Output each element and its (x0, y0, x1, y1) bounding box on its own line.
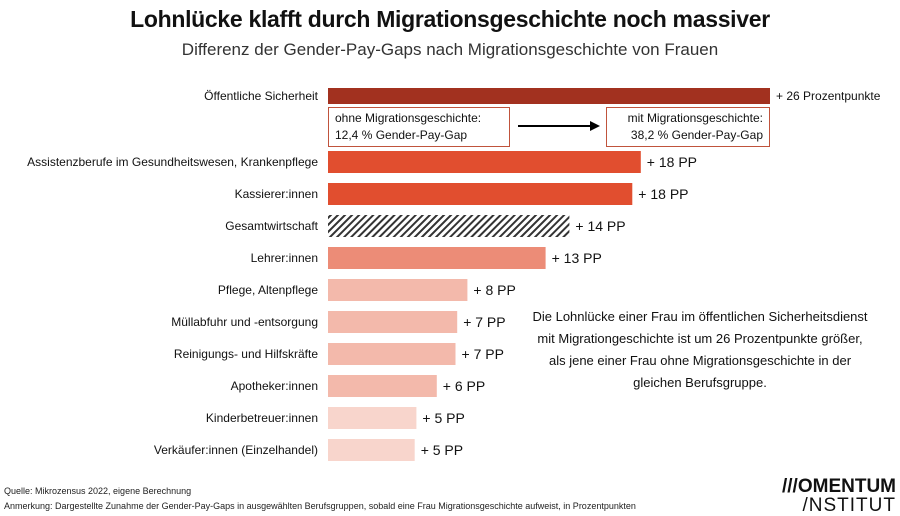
bar (328, 375, 437, 397)
annotation-text: 38,2 % Gender-Pay-Gap (630, 128, 763, 142)
category-label: Kinderbetreuer:innen (206, 411, 318, 425)
explanatory-note: Die Lohnlücke einer Frau im öffentlichen… (532, 309, 868, 390)
category-label: Assistenzberufe im Gesundheitswesen, Kra… (27, 155, 318, 169)
bar (328, 183, 633, 205)
category-label: Öffentliche Sicherheit (204, 89, 319, 103)
arrow-head (590, 121, 600, 131)
bar (328, 215, 570, 237)
bar (328, 279, 468, 301)
category-label: Müllabfuhr und -entsorgung (171, 315, 318, 329)
remark-text: Anmerkung: Dargestellte Zunahme der Gend… (4, 501, 636, 511)
annotation-text: ohne Migrationsgeschichte: (335, 111, 482, 125)
data-label: + 14 PP (575, 218, 625, 234)
data-label: + 5 PP (422, 410, 464, 426)
data-label: + 18 PP (647, 154, 697, 170)
bar (328, 439, 415, 461)
data-label: + 13 PP (552, 250, 602, 266)
bar (328, 151, 641, 173)
bar (328, 88, 770, 104)
chart-title: Lohnlücke klafft durch Migrationsgeschic… (130, 6, 770, 32)
annotation-text: mit Migrationsgeschichte: (627, 111, 763, 125)
data-label: + 18 PP (638, 186, 688, 202)
annotation-text: 12,4 % Gender-Pay-Gap (335, 128, 468, 142)
data-label: + 8 PP (473, 282, 515, 298)
chart-subtitle: Differenz der Gender-Pay-Gaps nach Migra… (181, 40, 719, 59)
category-label: Apotheker:innen (231, 379, 318, 393)
data-label: + 26 Prozentpunkte (776, 89, 881, 103)
category-label: Reinigungs- und Hilfskräfte (174, 347, 318, 361)
bar (328, 311, 458, 333)
category-label: Kassierer:innen (235, 187, 318, 201)
annotation-without-migration: ohne Migrationsgeschichte: 12,4 % Gender… (328, 107, 510, 147)
momentum-institut-logo: ///OMENTUM/NSTITUT (782, 476, 896, 516)
category-label: Pflege, Altenpflege (218, 283, 318, 297)
category-label: Verkäufer:innen (Einzelhandel) (154, 443, 318, 457)
category-label: Gesamtwirtschaft (225, 219, 318, 233)
bar (328, 407, 417, 429)
bar (328, 247, 546, 269)
data-label: + 7 PP (463, 314, 505, 330)
source-text: Quelle: Mikrozensus 2022, eigene Berechn… (4, 486, 192, 496)
data-label: + 5 PP (421, 442, 463, 458)
category-label: Lehrer:innen (251, 251, 318, 265)
bar (328, 343, 456, 365)
data-label: + 6 PP (443, 378, 485, 394)
annotation-with-migration: mit Migrationsgeschichte: 38,2 % Gender-… (606, 107, 770, 147)
data-label: + 7 PP (462, 346, 504, 362)
